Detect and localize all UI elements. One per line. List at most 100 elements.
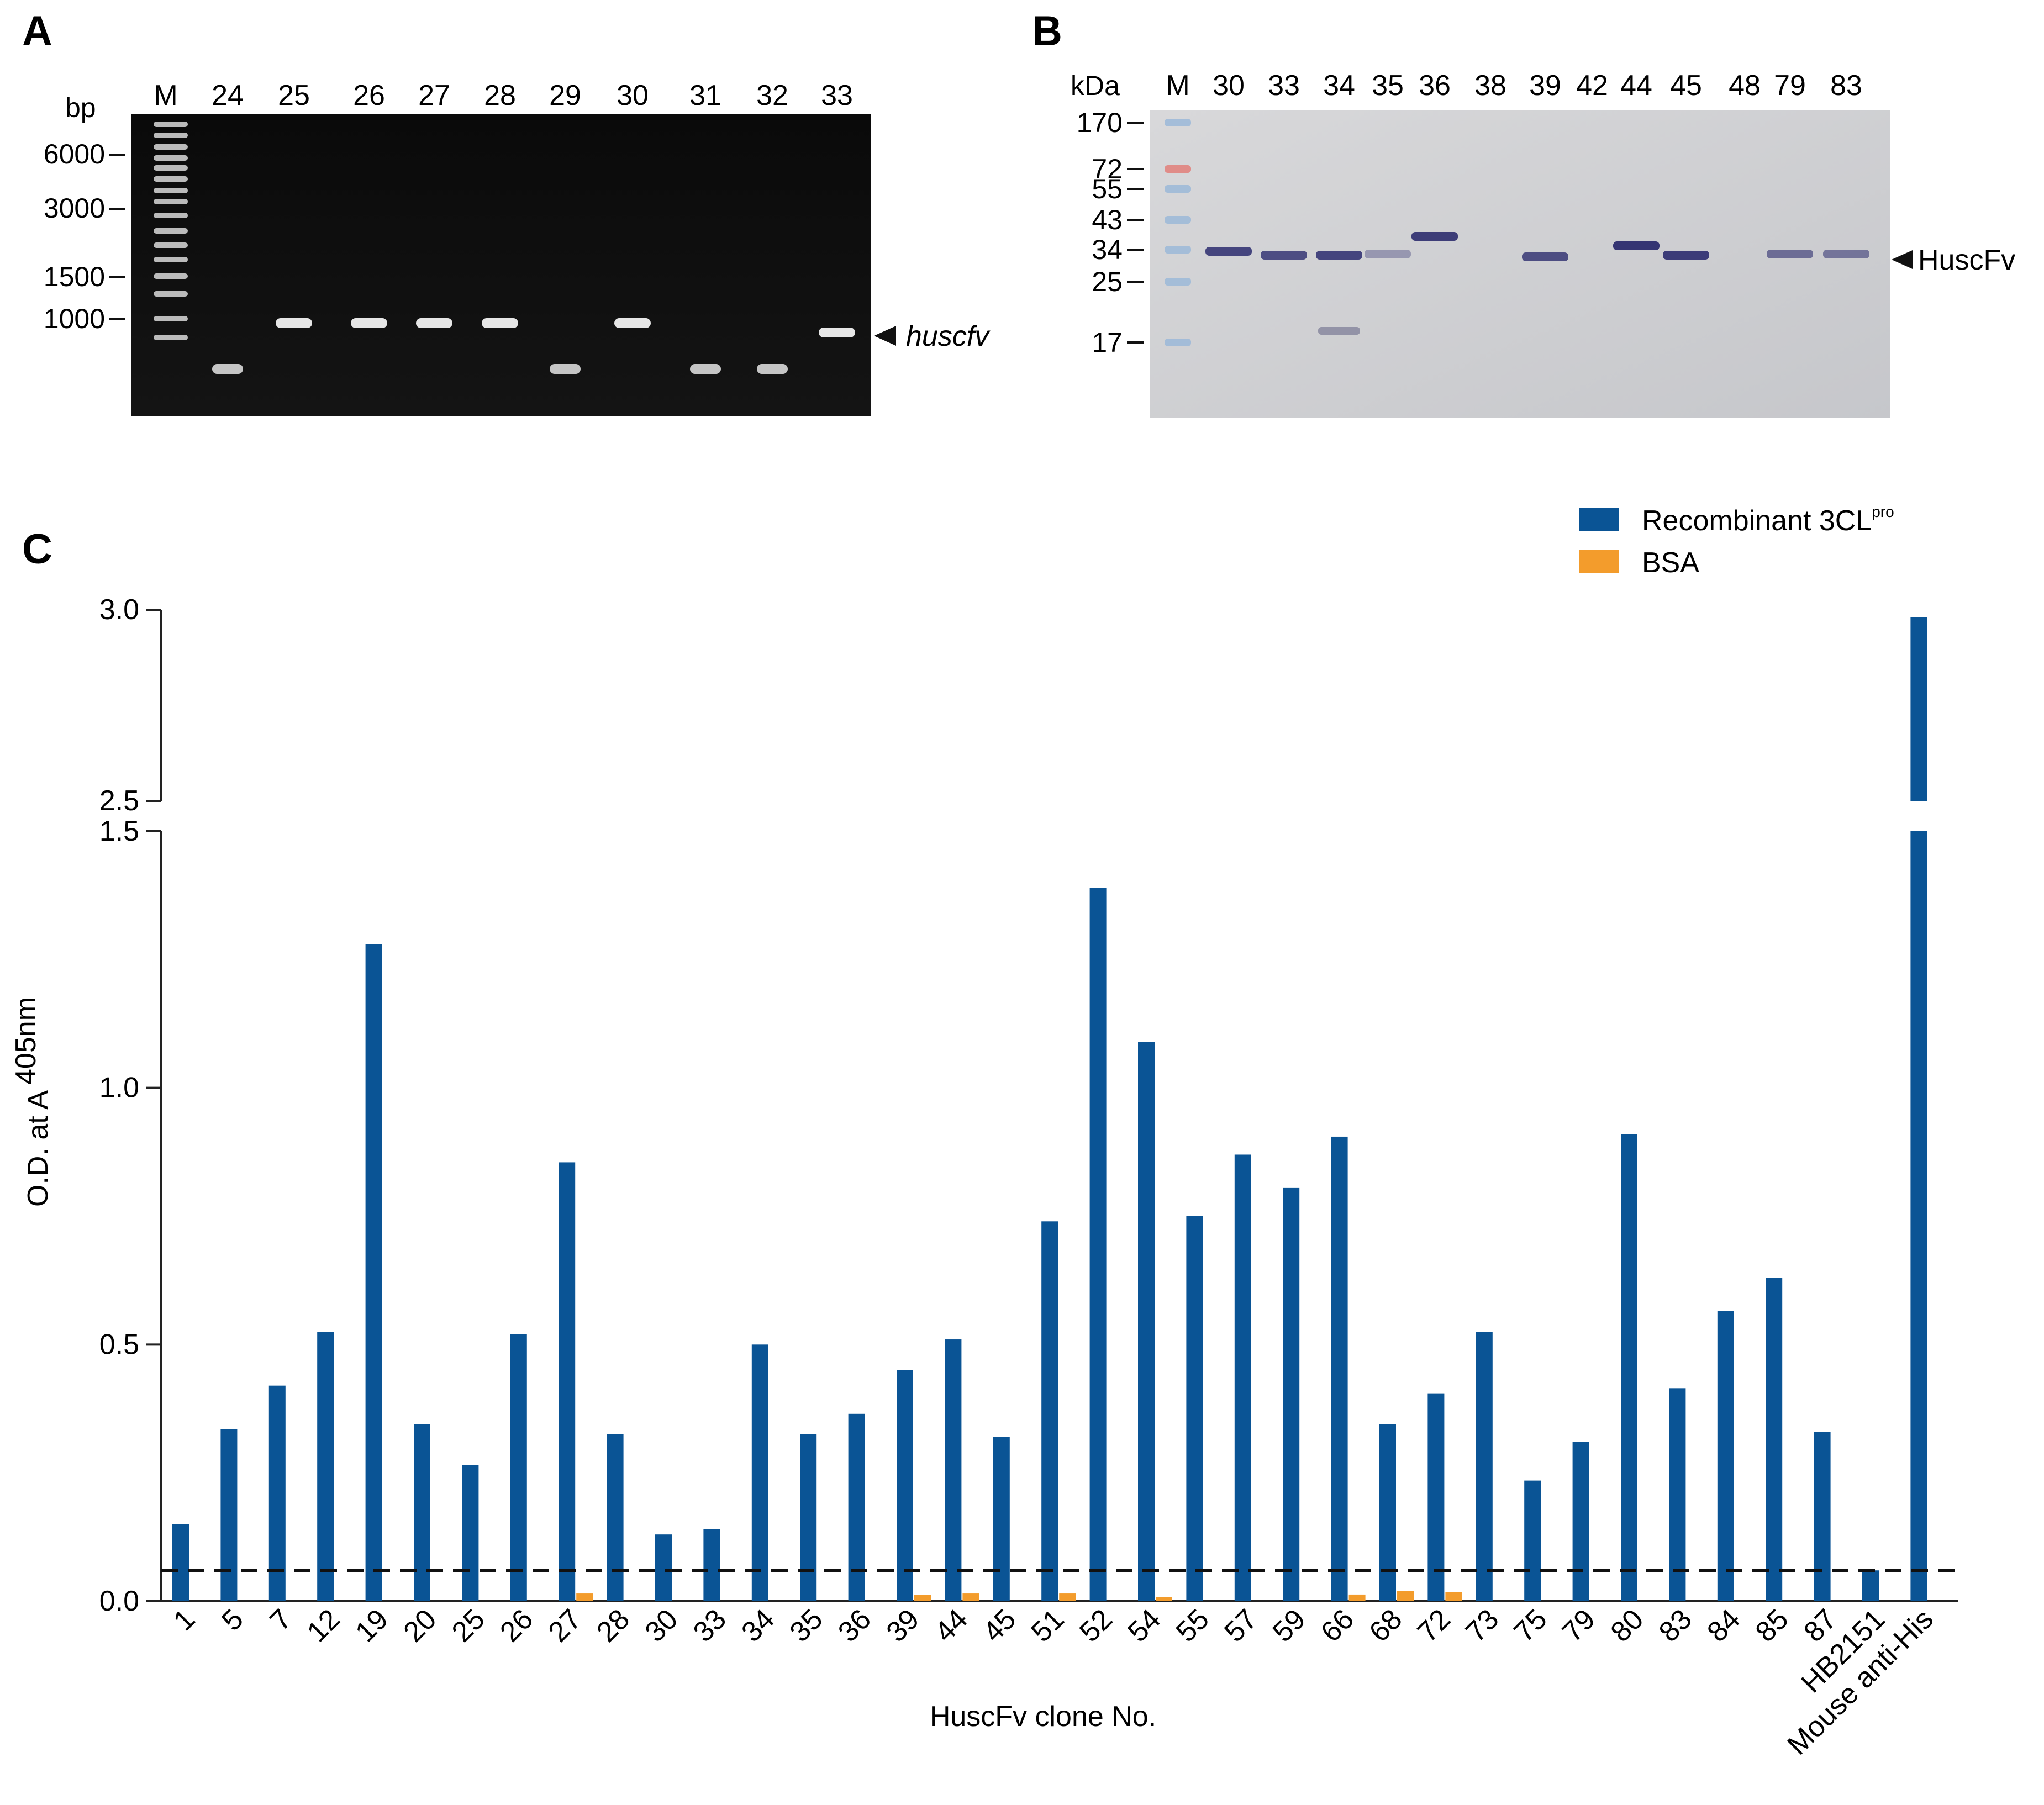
panel-a-lane-label: 33 [821, 80, 853, 112]
agarose-gel-image [131, 114, 871, 416]
y-tick-label: 0.5 [99, 1328, 139, 1360]
y-tick-label: 2.5 [99, 785, 139, 817]
bar-bsa [1397, 1591, 1414, 1601]
y-tick-label: 1.5 [99, 815, 139, 847]
ladder-band [1165, 246, 1191, 254]
ladder-band [154, 273, 188, 279]
bar-recombinant [751, 1344, 768, 1601]
legend-label-recombinant: Recombinant 3CLpro [1642, 503, 1894, 537]
bar-recombinant [1379, 1424, 1396, 1601]
panel-a-label: A [22, 8, 52, 55]
x-tick-label: 51 [1025, 1603, 1071, 1648]
ladder-band [154, 176, 188, 182]
bar-recombinant [268, 1385, 286, 1601]
gel-band [276, 318, 312, 328]
ladder-band [154, 199, 188, 204]
x-tick-label: 45 [977, 1603, 1022, 1648]
ladder-band [154, 133, 188, 138]
gel-band [550, 364, 581, 374]
panel-a-lane-label: 30 [617, 80, 649, 112]
x-tick-label: 66 [1315, 1603, 1360, 1648]
y-axis: 0.0 0.5 1.0 1.52.5 3.0 [99, 594, 162, 1617]
bar-recombinant [703, 1529, 720, 1601]
protein-band [1663, 251, 1709, 260]
panel-b-lane-label: 38 [1474, 70, 1506, 102]
panel-a-marker-lane-label: M [154, 80, 177, 112]
x-tick-label: 30 [639, 1603, 684, 1648]
bar-recombinant [607, 1434, 624, 1601]
panel-a-lane-label: 24 [212, 80, 244, 112]
bar-bsa [1156, 1597, 1172, 1601]
x-tick-label: 83 [1653, 1603, 1698, 1648]
gel-band [482, 318, 518, 328]
bar-bsa [1348, 1594, 1366, 1601]
bar-recombinant [1331, 1136, 1348, 1601]
panel-a-lane-label: 29 [549, 80, 581, 112]
x-tick-label: 54 [1122, 1603, 1167, 1648]
bar-recombinant [1766, 1278, 1783, 1601]
panel-b: B kDa M 30 33 34 35 36 38 39 42 44 45 48 79 83 170 72… [1032, 8, 2015, 418]
panel-b-size-mark: 34 [1092, 234, 1123, 265]
panel-a-lane-label: 26 [353, 80, 385, 112]
ladder-band [154, 291, 188, 297]
gel-band [416, 318, 452, 328]
x-tick-label: 73 [1460, 1603, 1505, 1648]
panel-a-unit-label: bp [65, 92, 96, 123]
bar-recombinant [848, 1413, 865, 1601]
y-axis-label: O.D. at A405nm [10, 997, 54, 1207]
panel-a: A bp M 24 25 26 27 28 29 30 31 32 33 6000 3000 1500… [22, 8, 991, 416]
bar-recombinant [559, 1162, 576, 1601]
panel-b-bands [1205, 232, 1869, 335]
protein-band [1613, 241, 1660, 250]
panel-b-lane-label: 83 [1830, 70, 1862, 102]
panel-b-lane-label: 34 [1323, 70, 1355, 102]
protein-band [1318, 327, 1360, 335]
x-tick-label: 19 [349, 1603, 394, 1648]
ladder-band [154, 188, 188, 193]
x-tick-label: 80 [1605, 1603, 1650, 1648]
panel-b-arrow-icon [1892, 250, 1913, 269]
ladder-band [154, 242, 188, 248]
panel-b-lane-label: 48 [1729, 70, 1761, 102]
bar-bsa [1445, 1592, 1462, 1601]
panel-b-lane-label: 44 [1620, 70, 1652, 102]
bar-recombinant-upper [1910, 617, 1927, 801]
panel-c: C Recombinant 3CLpro BSA 0.0 0.5 1.0 1.52.5… [10, 503, 1958, 1761]
x-tick-label: 75 [1508, 1603, 1553, 1648]
panel-b-marker-lane-label: M [1166, 70, 1189, 102]
panel-a-lane-label: 28 [484, 80, 516, 112]
panel-b-size-mark: 72 [1092, 154, 1123, 184]
x-tick-label: 44 [929, 1603, 974, 1648]
gel-band [614, 318, 651, 328]
bar-recombinant [1089, 888, 1107, 1601]
protein-band [1205, 247, 1252, 256]
bar-recombinant [414, 1424, 430, 1601]
panel-a-bands [212, 318, 855, 374]
legend-swatch-recombinant [1579, 508, 1619, 531]
x-tick-label: 57 [1218, 1603, 1263, 1648]
panel-a-ladder [154, 122, 188, 340]
bar-recombinant [172, 1524, 189, 1601]
panel-b-size-mark: 55 [1092, 173, 1123, 204]
panel-a-lane-labels: 24 25 26 27 28 29 30 31 32 33 [212, 80, 853, 112]
x-tick-label: 27 [542, 1603, 588, 1648]
panel-b-lane-label: 33 [1268, 70, 1300, 102]
bar-recombinant [317, 1332, 334, 1601]
ladder-band [154, 257, 188, 262]
panel-b-unit-label: kDa [1071, 70, 1120, 101]
ladder-band [154, 122, 188, 127]
protein-band [1522, 252, 1568, 261]
bar-recombinant [655, 1534, 672, 1601]
bar-recombinant [1234, 1154, 1251, 1601]
x-tick-label: 68 [1363, 1603, 1409, 1648]
panel-c-label: C [22, 526, 52, 573]
x-tick-label: 33 [687, 1603, 733, 1648]
panel-b-lane-label: 45 [1670, 70, 1702, 102]
bar-recombinant [1283, 1188, 1300, 1601]
panel-a-lane-label: 31 [689, 80, 721, 112]
panel-a-arrow-icon [874, 326, 896, 346]
panel-a-lane-label: 32 [756, 80, 788, 112]
panel-b-size-mark: 170 [1077, 107, 1123, 138]
gel-band [690, 364, 721, 374]
